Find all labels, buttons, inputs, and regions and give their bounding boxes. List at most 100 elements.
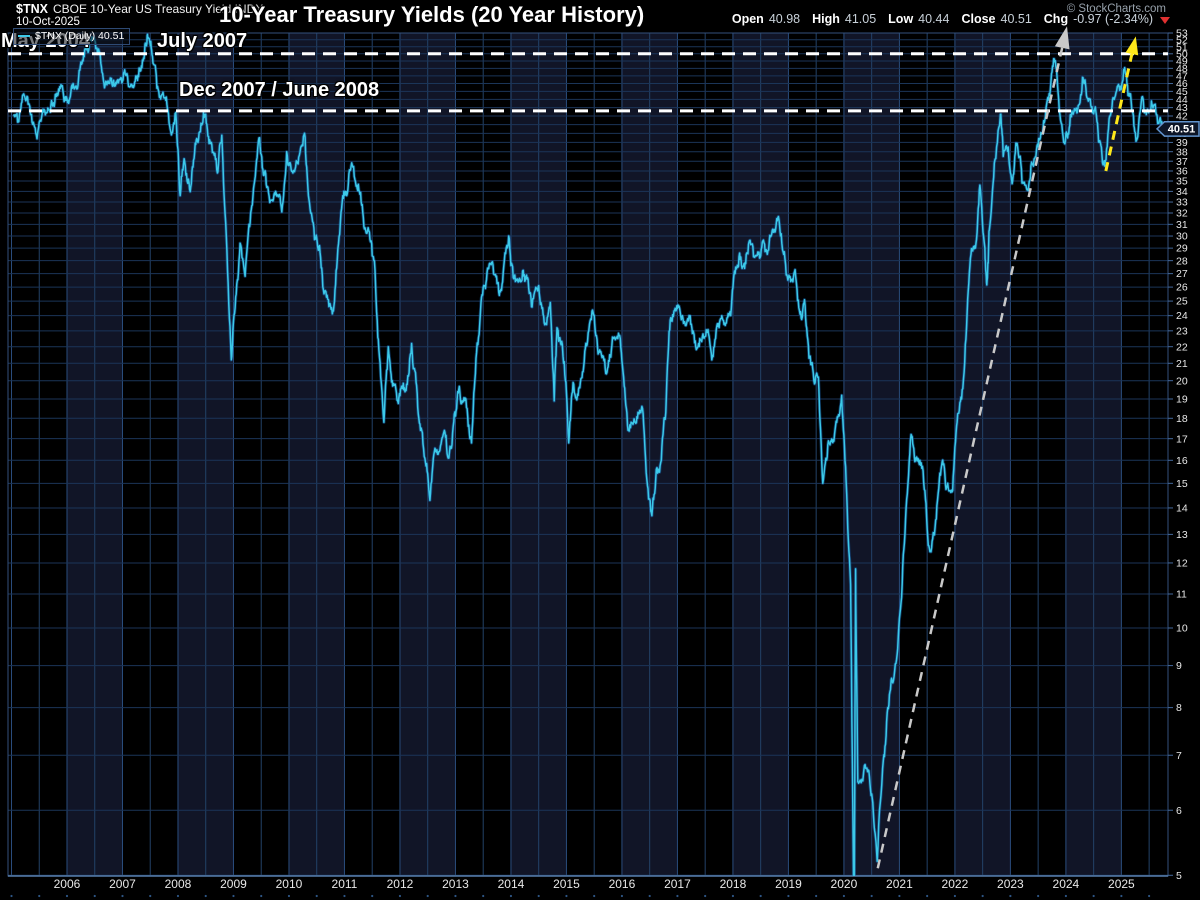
y-axis-label: 36 — [1176, 166, 1188, 178]
series-swatch-icon — [18, 35, 30, 37]
x-axis-minor-dot — [842, 894, 846, 898]
x-axis-minor-dot — [704, 894, 707, 898]
annotation-dec-2007-june-2008: Dec 2007 / June 2008 — [179, 79, 380, 101]
series-legend-label: $TNX (Daily) 40.51 — [35, 30, 125, 42]
x-axis-label: 2022 — [942, 877, 969, 891]
y-axis-label: 19 — [1176, 394, 1188, 406]
annotation-july-2007: July 2007 — [157, 30, 248, 52]
x-axis-label: 2019 — [775, 877, 802, 891]
y-axis-label: 25 — [1176, 296, 1188, 308]
x-axis-minor-dot — [398, 894, 402, 898]
x-axis-minor-dot — [981, 894, 984, 898]
y-axis-label: 33 — [1176, 197, 1188, 209]
y-axis-label: 39 — [1176, 137, 1188, 149]
x-axis-minor-dot — [232, 894, 235, 898]
chg-label: Chg — [1043, 12, 1069, 26]
y-axis-label: 15 — [1176, 478, 1188, 490]
x-axis-minor-dot — [260, 894, 263, 898]
x-axis-minor-dot — [1009, 894, 1012, 898]
y-axis-label: 23 — [1176, 325, 1188, 337]
uptrend-2020-2023 — [876, 47, 1064, 869]
y-axis-label: 20 — [1176, 375, 1188, 387]
y-axis-label: 21 — [1176, 358, 1188, 370]
y-axis-label: 42 — [1176, 111, 1188, 123]
open-value: 40.98 — [768, 12, 801, 26]
x-axis-label: 2024 — [1053, 877, 1080, 891]
x-axis-minor-dot — [121, 894, 124, 898]
x-axis-label: 2009 — [220, 877, 247, 891]
x-axis-minor-dot — [1037, 894, 1040, 898]
x-axis-label: 2023 — [997, 877, 1024, 891]
symbol-header: $TNX CBOE 10-Year US Treasury Yield INDX — [16, 2, 263, 16]
y-axis-label: 52 — [1176, 34, 1188, 46]
x-axis-label: 2014 — [498, 877, 525, 891]
x-axis-minor-dot — [787, 894, 790, 898]
x-axis-label: 2015 — [553, 877, 580, 891]
x-axis-minor-dot — [343, 894, 346, 898]
y-axis-label: 26 — [1176, 282, 1188, 294]
y-axis-label: 18 — [1176, 413, 1188, 425]
y-axis-label: 49 — [1176, 56, 1188, 68]
change-down-triangle-icon — [1160, 16, 1170, 24]
x-axis-label: 2017 — [664, 877, 691, 891]
x-axis-minor-dot — [93, 894, 96, 898]
x-axis-label: 2021 — [886, 877, 913, 891]
x-axis-label: 2008 — [165, 877, 192, 891]
x-axis-minor-dot — [648, 894, 651, 898]
y-axis-label: 22 — [1176, 341, 1188, 353]
close-label: Close — [961, 12, 996, 26]
x-axis-minor-dot — [287, 894, 291, 898]
y-axis-label: 35 — [1176, 176, 1188, 188]
y-axis-label: 43 — [1176, 102, 1188, 114]
chart-date: 10-Oct-2025 — [16, 16, 80, 28]
stockcharts-credit: © StockCharts.com — [1066, 3, 1166, 15]
open-label: Open — [731, 12, 764, 26]
y-axis-label: 9 — [1176, 660, 1182, 672]
y-axis-label: 17 — [1176, 433, 1188, 445]
x-axis-minor-dot — [10, 894, 13, 898]
y-axis-label: 46 — [1176, 78, 1188, 90]
x-axis-label: 2012 — [387, 877, 414, 891]
y-axis-label: 12 — [1176, 558, 1188, 570]
x-axis-minor-dot — [815, 894, 818, 898]
y-axis-label: 8 — [1176, 702, 1182, 714]
y-axis-label: 10 — [1176, 623, 1188, 635]
x-axis-minor-dot — [38, 894, 41, 898]
symbol-ticker: $TNX — [16, 2, 48, 16]
x-axis-minor-dot — [676, 894, 679, 898]
y-axis-label: 45 — [1176, 86, 1188, 98]
y-axis-label: 37 — [1176, 156, 1188, 168]
y-axis-label: 7 — [1176, 750, 1182, 762]
last-price-tag-value: 40.51 — [1168, 124, 1196, 136]
y-axis-label: 6 — [1176, 805, 1182, 817]
x-axis-minor-dot — [1092, 894, 1095, 898]
x-axis-minor-dot — [593, 894, 596, 898]
x-axis-minor-dot — [953, 894, 957, 898]
y-axis-label: 27 — [1176, 268, 1188, 280]
last-price-tag — [1155, 120, 1200, 137]
series-legend[interactable]: $TNX (Daily) 40.51 — [13, 28, 131, 45]
y-axis-label: 5 — [1176, 870, 1182, 882]
y-axis-label: 50 — [1176, 48, 1188, 60]
y-axis-label: 28 — [1176, 255, 1188, 267]
y-axis-label: 32 — [1176, 208, 1188, 220]
y-axis-label: 48 — [1176, 63, 1188, 75]
uptrend-2024-2025 — [1104, 53, 1134, 172]
x-axis-label: 2011 — [332, 877, 358, 891]
y-axis-label: 29 — [1176, 243, 1188, 255]
y-axis-label: 44 — [1176, 94, 1188, 106]
y-axis-label: 53 — [1176, 28, 1188, 40]
y-axis-label: 47 — [1176, 70, 1188, 82]
x-axis-minor-dot — [149, 894, 152, 898]
chart-title: 10-Year Treasury Yields (20 Year History… — [219, 2, 645, 27]
x-axis-minor-dot — [759, 894, 762, 898]
x-axis-minor-dot — [620, 894, 624, 898]
uptrend-2020-2023-arrowhead-icon — [1054, 26, 1070, 50]
y-axis-label: 13 — [1176, 529, 1188, 541]
high-label: High — [812, 12, 840, 26]
y-axis-label: 14 — [1176, 503, 1188, 515]
x-axis-minor-dot — [731, 894, 735, 898]
low-label: Low — [888, 12, 914, 26]
